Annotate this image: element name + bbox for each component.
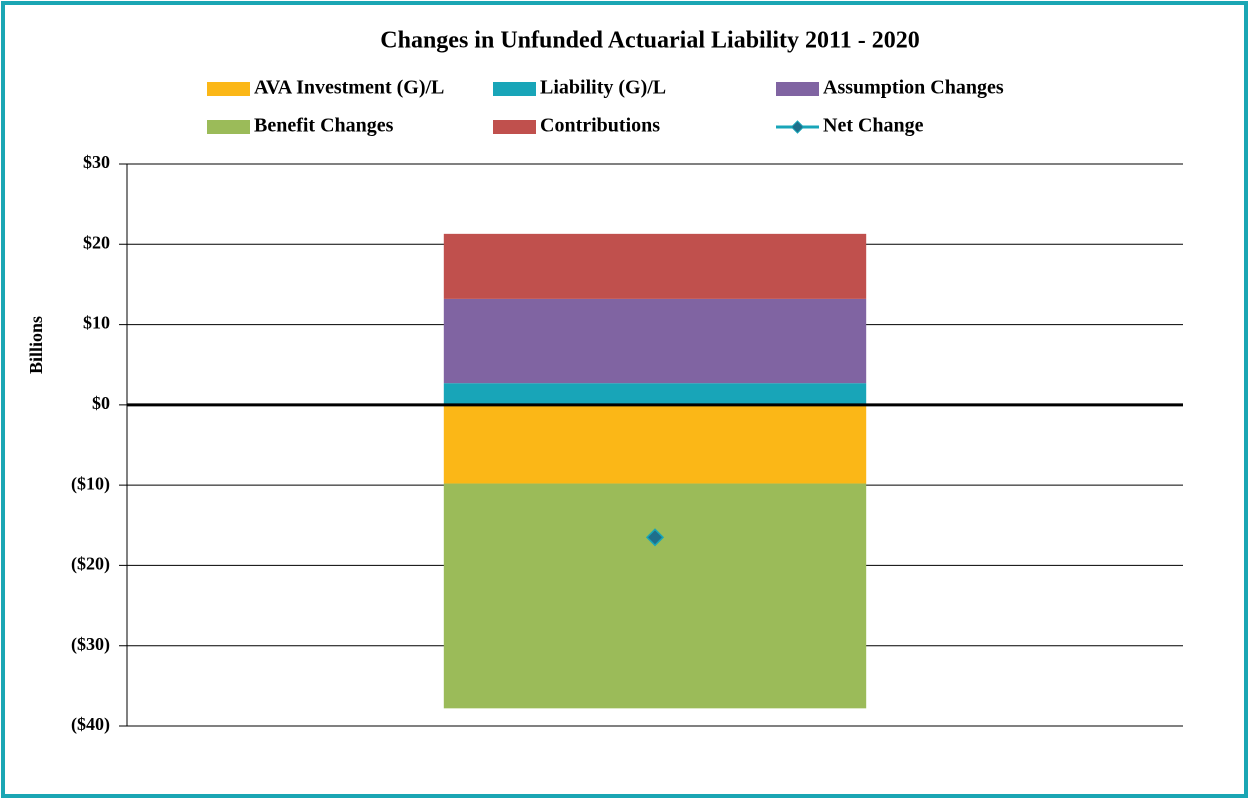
y-tick-label: $30 — [83, 152, 110, 172]
legend-swatch — [776, 82, 819, 96]
legend-swatch — [493, 82, 536, 96]
y-tick-label: $20 — [83, 232, 110, 252]
legend-label: Assumption Changes — [823, 77, 1004, 99]
legend-swatch — [207, 82, 250, 96]
y-axis-label: Billions — [26, 316, 46, 374]
y-tick-label: ($40) — [71, 714, 110, 735]
legend-label: Net Change — [823, 115, 924, 137]
bar-segment — [443, 233, 867, 299]
legend-label: Benefit Changes — [254, 115, 394, 137]
legend-label: Liability (G)/L — [540, 77, 666, 99]
y-tick-label: $0 — [92, 393, 110, 413]
legend-swatch — [493, 120, 536, 134]
legend-label: Contributions — [540, 115, 660, 137]
y-tick-label: ($30) — [71, 634, 110, 655]
bar-segment — [443, 298, 867, 384]
net-change-marker — [645, 528, 665, 547]
bar-segment — [443, 404, 867, 484]
bar-segment — [443, 383, 867, 405]
chart-title: Changes in Unfunded Actuarial Liability … — [380, 28, 919, 54]
y-tick-label: ($10) — [71, 473, 110, 494]
legend-swatch — [207, 120, 250, 134]
y-tick-label: ($20) — [71, 554, 110, 575]
y-tick-label: $10 — [83, 313, 110, 333]
bar-segment — [443, 483, 867, 709]
legend-label: AVA Investment (G)/L — [254, 77, 444, 99]
legend-marker — [790, 120, 805, 134]
